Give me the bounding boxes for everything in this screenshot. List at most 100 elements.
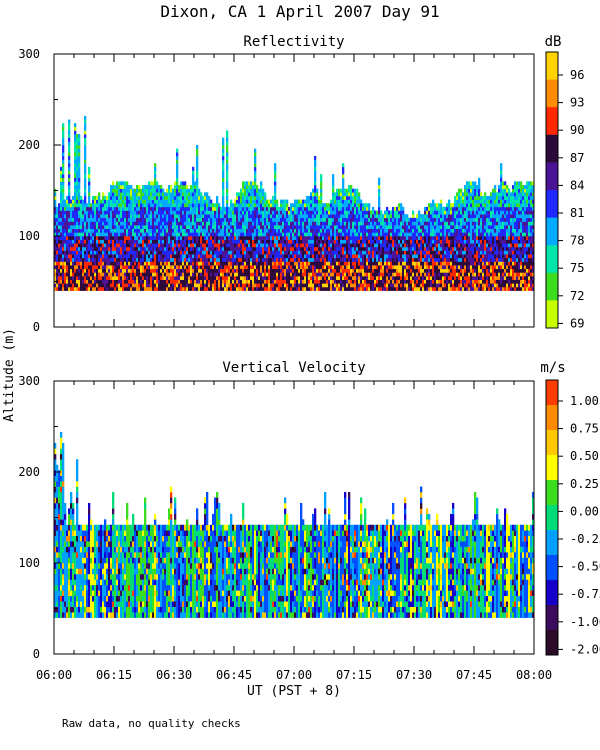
- reflectivity-cell: [140, 276, 143, 280]
- reflectivity-cell: [186, 185, 189, 189]
- reflectivity-cell: [206, 221, 209, 226]
- reflectivity-cell: [304, 236, 307, 240]
- reflectivity-cell: [276, 257, 279, 262]
- reflectivity-cell: [318, 195, 321, 200]
- reflectivity-cell: [68, 195, 71, 200]
- reflectivity-cell: [362, 257, 365, 262]
- reflectivity-cell: [140, 195, 143, 200]
- reflectivity-cell: [284, 279, 287, 284]
- reflectivity-cell: [350, 261, 353, 266]
- reflectivity-cell: [352, 239, 355, 244]
- reflectivity-cell: [248, 283, 251, 288]
- reflectivity-cell: [342, 239, 345, 244]
- reflectivity-cell: [192, 268, 195, 273]
- reflectivity-cell: [62, 181, 65, 186]
- reflectivity-cell: [306, 210, 309, 215]
- reflectivity-cell: [366, 214, 369, 219]
- reflectivity-cell: [62, 155, 65, 160]
- reflectivity-cell: [390, 257, 393, 262]
- reflectivity-cell: [62, 126, 65, 131]
- reflectivity-cell: [222, 268, 225, 273]
- reflectivity-cell: [234, 236, 237, 240]
- reflectivity-cell: [224, 217, 227, 222]
- reflectivity-cell: [60, 243, 63, 248]
- reflectivity-cell: [150, 195, 153, 200]
- reflectivity-cell: [176, 155, 179, 160]
- reflectivity-cell: [292, 268, 295, 273]
- reflectivity-cell: [186, 286, 189, 291]
- reflectivity-cell: [130, 257, 133, 262]
- reflectivity-cell: [382, 214, 385, 219]
- reflectivity-cell: [250, 203, 253, 208]
- reflectivity-cell: [334, 279, 337, 284]
- reflectivity-cell: [108, 261, 111, 266]
- reflectivity-cell: [88, 221, 91, 226]
- reflectivity-cell: [60, 174, 63, 179]
- reflectivity-cell: [320, 206, 323, 211]
- reflectivity-cell: [396, 243, 399, 248]
- reflectivity-cell: [164, 279, 167, 284]
- reflectivity-cell: [318, 210, 321, 215]
- reflectivity-cell: [390, 210, 393, 215]
- reflectivity-cell: [154, 279, 157, 284]
- reflectivity-cell: [312, 254, 315, 259]
- reflectivity-cell: [282, 206, 285, 211]
- reflectivity-cell: [380, 268, 383, 273]
- reflectivity-cell: [68, 232, 71, 237]
- reflectivity-cell: [94, 225, 97, 230]
- velocity-colorbar-unit: m/s: [540, 360, 565, 376]
- reflectivity-cell: [280, 279, 283, 284]
- reflectivity-cell: [364, 221, 367, 226]
- reflectivity-cell: [308, 236, 311, 240]
- reflectivity-cell: [312, 188, 315, 193]
- reflectivity-cell: [182, 268, 185, 273]
- reflectivity-cell: [62, 265, 65, 270]
- reflectivity-cell: [306, 206, 309, 211]
- reflectivity-cell: [378, 188, 381, 193]
- reflectivity-cell: [320, 192, 323, 197]
- reflectivity-cell: [208, 203, 211, 208]
- reflectivity-cell: [216, 236, 219, 240]
- reflectivity-cell: [140, 203, 143, 208]
- reflectivity-cell: [404, 239, 407, 244]
- reflectivity-cell: [242, 195, 245, 200]
- reflectivity-cell: [250, 185, 253, 189]
- reflectivity-cell: [328, 272, 331, 277]
- reflectivity-cell: [256, 195, 259, 200]
- reflectivity-cell: [308, 286, 311, 291]
- reflectivity-cell: [330, 257, 333, 262]
- reflectivity-cell: [86, 257, 89, 262]
- reflectivity-cell: [74, 250, 77, 255]
- reflectivity-cell: [388, 217, 391, 222]
- reflectivity-cell: [128, 232, 131, 237]
- reflectivity-cell: [320, 177, 323, 182]
- reflectivity-cell: [150, 192, 153, 197]
- reflectivity-cell: [352, 261, 355, 266]
- reflectivity-cell: [408, 221, 411, 226]
- reflectivity-cell: [326, 276, 329, 280]
- reflectivity-cell: [210, 276, 213, 280]
- reflectivity-cell: [390, 279, 393, 284]
- reflectivity-cell: [200, 272, 203, 277]
- reflectivity-cell: [146, 228, 149, 233]
- reflectivity-cell: [342, 188, 345, 193]
- reflectivity-cell: [394, 276, 397, 280]
- reflectivity-cell: [64, 203, 67, 208]
- reflectivity-cell: [102, 232, 105, 237]
- reflectivity-cell: [390, 268, 393, 273]
- reflectivity-cell: [76, 177, 79, 182]
- reflectivity-cell: [248, 195, 251, 200]
- reflectivity-cell: [190, 232, 193, 237]
- reflectivity-cell: [384, 228, 387, 233]
- reflectivity-cell: [400, 272, 403, 277]
- reflectivity-cell: [162, 228, 165, 233]
- reflectivity-cell: [166, 254, 169, 259]
- reflectivity-cell: [378, 286, 381, 291]
- reflectivity-cell: [110, 192, 113, 197]
- reflectivity-cell: [238, 206, 241, 211]
- reflectivity-cell: [54, 192, 57, 197]
- reflectivity-cell: [78, 134, 81, 139]
- reflectivity-cell: [232, 250, 235, 255]
- reflectivity-cell: [234, 250, 237, 255]
- reflectivity-cell: [206, 199, 209, 204]
